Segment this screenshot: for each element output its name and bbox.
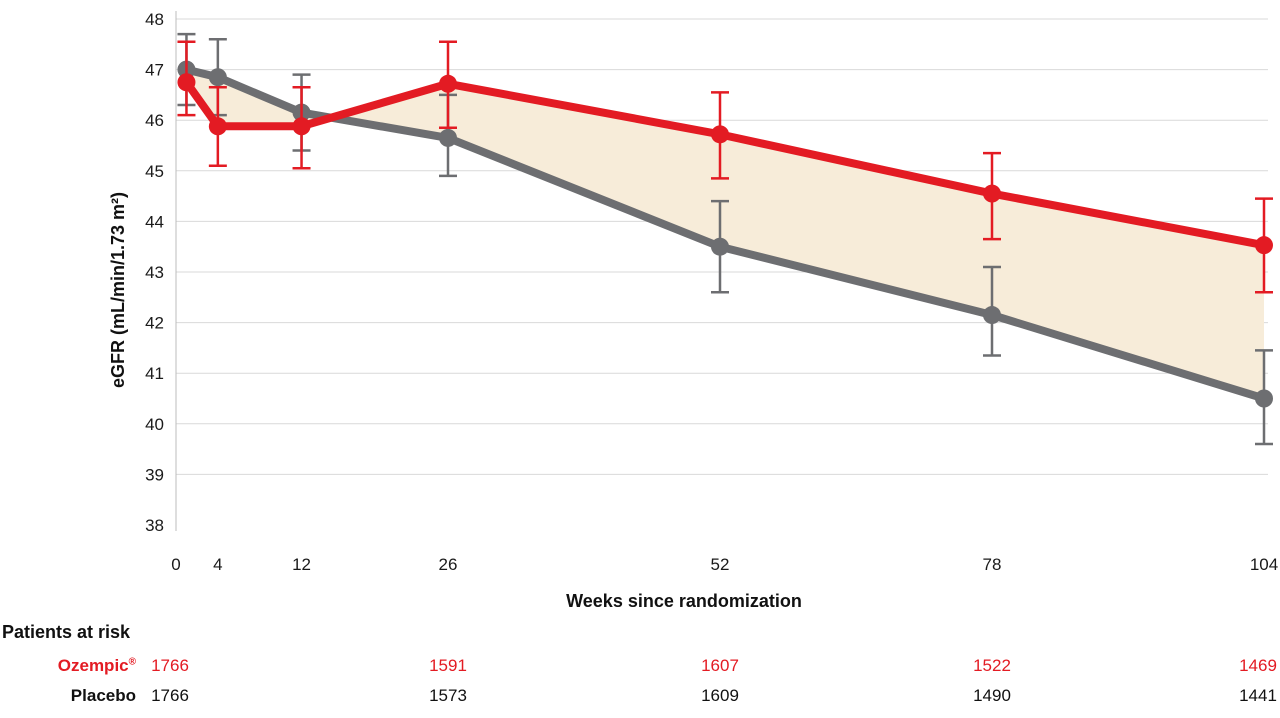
ozempic-point-2 [292, 117, 311, 136]
series-layer [177, 32, 1273, 446]
y-tick-label-5: 43 [145, 263, 164, 282]
risk-cell: 1607 [701, 656, 739, 675]
y-tick-label-3: 41 [145, 364, 164, 383]
y-tick-label-2: 40 [145, 415, 164, 434]
x-tick-label-0: 0 [171, 555, 180, 574]
x-tick-label-2: 12 [292, 555, 311, 574]
registered-mark: ® [128, 656, 136, 668]
risk-cell: 1469 [1239, 656, 1277, 675]
ozempic-point-3 [439, 74, 457, 93]
placebo-point-3 [439, 128, 457, 147]
risk-cell: 1573 [429, 686, 467, 705]
placebo-point-4 [711, 237, 729, 256]
risk-cell: 1609 [701, 686, 739, 705]
x-tick-label-1: 4 [213, 555, 222, 574]
y-tick-label-6: 44 [145, 212, 164, 231]
y-tick-label-10: 48 [145, 10, 164, 29]
risk-cell: 1522 [973, 656, 1011, 675]
risk-row-ozempic: Ozempic® 1766 1591 1607 1522 1469 [0, 656, 1280, 682]
risk-row-label: Ozempic® [57, 656, 136, 675]
y-tick-label-4: 42 [145, 314, 164, 333]
y-axis-label: eGFR (mL/min/1.73 m²) [108, 192, 128, 388]
placebo-point-6 [1255, 389, 1273, 408]
y-tick-label-7: 45 [145, 162, 164, 181]
risk-row-label: Placebo [70, 686, 136, 705]
y-tick-label-8: 46 [145, 111, 164, 130]
risk-cell: 1591 [429, 656, 467, 675]
risk-cell: 1490 [973, 686, 1011, 705]
egfr-line-chart: 38 39 40 41 42 43 44 45 46 47 48 0 4 12 26 52 78 104 eGF… [108, 10, 1278, 611]
risk-cell: 1766 [151, 656, 189, 675]
ozempic-point-4 [711, 125, 729, 144]
x-axis-ticks: 0 4 12 26 52 78 104 [171, 555, 1278, 574]
ozempic-series [177, 40, 1273, 294]
difference-shaded-area [186, 69, 1264, 399]
risk-cell: 1766 [151, 686, 189, 705]
x-axis-label: Weeks since randomization [566, 591, 802, 611]
placebo-point-1 [208, 68, 227, 87]
y-axis-ticks: 38 39 40 41 42 43 44 45 46 47 48 [145, 10, 164, 535]
y-tick-label-9: 47 [145, 61, 164, 80]
placebo-point-5 [983, 306, 1001, 325]
ozempic-point-1 [208, 117, 227, 136]
y-tick-label-0: 38 [145, 516, 164, 535]
risk-cell: 1441 [1239, 686, 1277, 705]
x-tick-label-3: 26 [439, 555, 458, 574]
x-tick-label-5: 78 [983, 555, 1002, 574]
ozempic-point-5 [983, 184, 1001, 203]
risk-row-placebo: Placebo 1766 1573 1609 1490 1441 [0, 686, 1280, 712]
ozempic-point-0 [177, 73, 196, 92]
patients-at-risk-title: Patients at risk [2, 622, 131, 642]
x-tick-label-4: 52 [711, 555, 730, 574]
x-tick-label-6: 104 [1250, 555, 1278, 574]
y-tick-label-1: 39 [145, 465, 164, 484]
ozempic-point-6 [1255, 236, 1273, 255]
